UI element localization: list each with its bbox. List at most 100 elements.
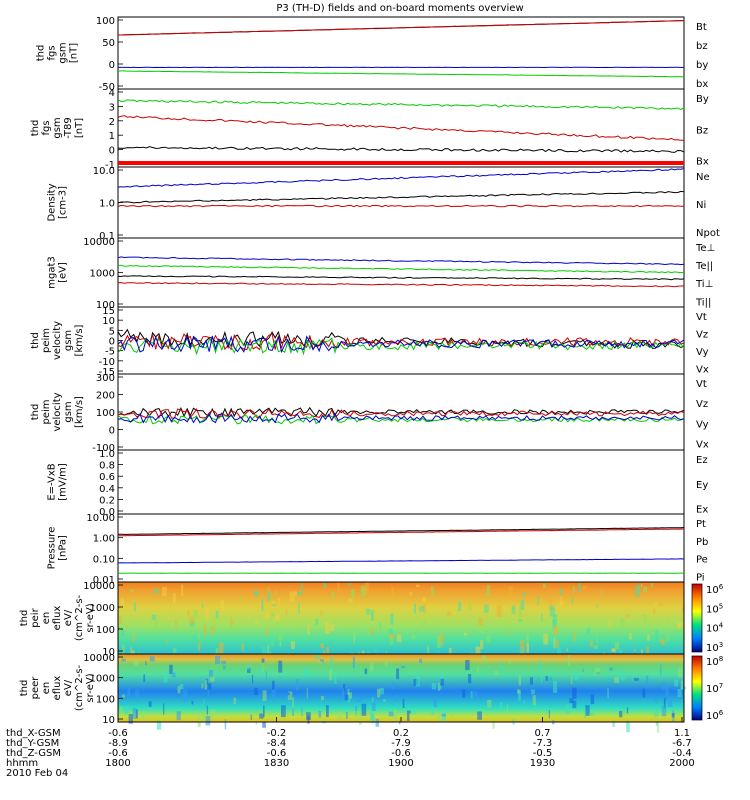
- y-tick-label: 0.10: [93, 554, 115, 565]
- legend-Ti||: Ti||: [695, 297, 711, 308]
- y-tick-label: 0: [109, 337, 115, 348]
- series-line-Pt: [118, 527, 685, 535]
- series-line-by: [117, 70, 685, 78]
- y-tick-label: -10: [99, 357, 115, 368]
- series-line-Pb: [117, 528, 684, 537]
- x-row-value: 1930: [530, 758, 555, 769]
- panel-frame: [117, 513, 685, 583]
- y-tick-label: 200: [96, 391, 115, 402]
- legend-Pi: Pi: [696, 572, 705, 583]
- panel-density: 10.0 1.0 0.1 Density[cm-3] Ne Ni Npot: [47, 166, 720, 242]
- legend-Vy: Vy: [696, 347, 709, 358]
- x-row-value: 1830: [264, 758, 289, 769]
- y-axis-label: thdpeerenefluxeV/(cm^2-s-sr-eV): [19, 664, 96, 711]
- y-tick-label: -1: [105, 160, 115, 171]
- y-tick-label: 10: [102, 715, 115, 726]
- legend-Vz: Vz: [696, 330, 708, 341]
- x-row-label: thd_Z-GSM: [6, 748, 61, 759]
- series-line-Vy: [117, 337, 685, 356]
- panel-frame: [117, 449, 685, 515]
- series-line-Ti||: [117, 264, 685, 274]
- panel-frame: [117, 237, 685, 308]
- series-line-Vt: [117, 406, 685, 418]
- y-tick-label: 0.2: [99, 495, 115, 506]
- y-tick-label: 0.01: [93, 575, 115, 586]
- colorbar-tick-label: 108: [706, 655, 723, 668]
- y-tick-label: 1000: [90, 269, 115, 280]
- colorbar-tick-label: 104: [706, 622, 724, 635]
- y-tick-label: 1.0: [99, 199, 115, 210]
- y-tick-label: 1.00: [93, 534, 115, 545]
- colorbar-tick-label: 107: [706, 682, 723, 695]
- legend-bx: bx: [696, 79, 708, 90]
- y-tick-label: 300: [96, 373, 115, 384]
- panel-peir: 106 105 104 103 10000 1000 100 10 thdpeireneflux…: [19, 581, 724, 666]
- x-row-value: 0.7: [535, 728, 551, 739]
- y-axis-label: thdfgsgsm-T89[nT]: [30, 117, 85, 139]
- y-tick-label: 10000: [83, 581, 115, 592]
- x-row-value: -7.3: [533, 738, 553, 749]
- y-tick-label: 10.00: [86, 513, 115, 524]
- x-row-value: 2000: [669, 758, 694, 769]
- x-row-value: 0.2: [393, 728, 409, 739]
- y-tick-label: 100: [96, 625, 115, 636]
- colorbar-tick-label: 105: [706, 602, 723, 615]
- colorbar: 108 107 106: [691, 655, 724, 722]
- legend-Ti⊥: Ti⊥: [695, 279, 713, 290]
- x-row-label: thd_Y-GSM: [6, 738, 59, 749]
- y-axis-label: thdfgsgsm[nT]: [36, 42, 80, 63]
- y-tick-label: 1000: [90, 674, 115, 685]
- y-tick-label: 100: [96, 408, 115, 419]
- panel-fgs: 100 50 0 -50 thdfgsgsm[nT] Bt bz by bx: [36, 16, 709, 93]
- y-tick-label: 0: [109, 146, 115, 157]
- y-tick-label: 1.0: [99, 449, 115, 460]
- spectrogram: [118, 582, 684, 654]
- y-tick-label: 0.8: [99, 461, 115, 472]
- x-row-label: thd_X-GSM: [6, 728, 61, 739]
- y-tick-label: 0.6: [99, 472, 115, 483]
- legend-Ey: Ey: [696, 480, 708, 491]
- legend-Bt: Bt: [696, 22, 707, 33]
- legend-Pe: Pe: [696, 555, 708, 566]
- y-tick-label: 1: [109, 131, 115, 142]
- legend-Bx: Bx: [696, 157, 709, 168]
- legend-Npot: Npot: [696, 228, 720, 239]
- y-tick-label: 0.0: [99, 507, 115, 518]
- x-row-value: -0.6: [108, 728, 128, 739]
- y-tick-label: -5: [105, 347, 115, 358]
- y-tick-label: 100: [96, 694, 115, 705]
- y-axis-label: Density[cm-3]: [47, 183, 69, 221]
- panel-efield: 1.00.80.60.40.20.0 E=-VxB[mV/m] Ez Ey Ex: [47, 449, 709, 518]
- colorbar-tick-label: 106: [706, 709, 724, 722]
- legend-Ex: Ex: [696, 505, 708, 516]
- y-axis-label: Pressure[nPa]: [47, 527, 69, 570]
- panel-fgs-detrended: 4 3 2 1 0 -1 thdfgsgsm-T89[nT] By Bz Bx: [30, 88, 709, 171]
- x-row-value: -0.6: [391, 748, 411, 759]
- y-tick-label: 0.4: [99, 484, 115, 495]
- legend-Vx: Vx: [696, 440, 709, 451]
- y-tick-label: 100: [96, 300, 115, 311]
- legend-Vz: Vz: [696, 399, 708, 410]
- series-line-Vy: [117, 413, 685, 425]
- x-row-value: 1.1: [674, 728, 690, 739]
- panel-velocity: 300 200 100 0 -100 thdpeimvelocitygsm[km/s] Vt…: [30, 373, 709, 454]
- x-row-value: 1900: [388, 758, 413, 769]
- y-axis-label: thdpeimvelocitygsm[km/s]: [30, 321, 85, 360]
- y-tick-label: 15: [102, 306, 115, 317]
- legend-Pb: Pb: [696, 537, 708, 548]
- series-line-Npot: [117, 168, 685, 188]
- date-label: 2010 Feb 04: [6, 768, 68, 779]
- panels: 100500-50thdfgsgsm[nT]Btbzbybx43210-1thd…: [19, 16, 724, 733]
- y-tick-label: 4: [109, 88, 115, 99]
- y-tick-label: -50: [99, 82, 115, 93]
- panel-peer: 108 107 106 10000 1000 100 10 thdpeerenefluxeV/…: [19, 653, 724, 733]
- y-tick-label: 0.1: [99, 231, 115, 242]
- y-axis-label: mgat3[eV]: [47, 256, 69, 289]
- legend-Te⊥: Te⊥: [695, 243, 715, 254]
- y-tick-label: 50: [102, 38, 115, 49]
- y-tick-label: 10.0: [93, 166, 115, 177]
- y-tick-label: 1000: [90, 603, 115, 614]
- legend-Vx: Vx: [696, 364, 709, 375]
